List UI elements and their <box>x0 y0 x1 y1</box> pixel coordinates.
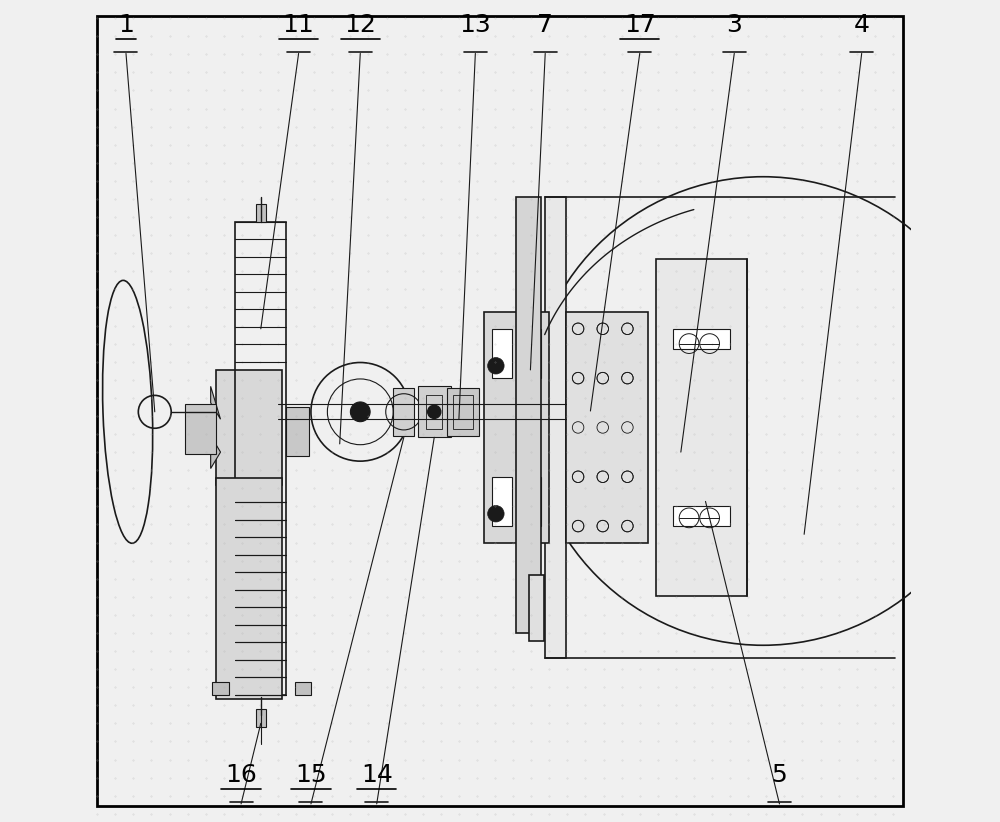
Bar <box>484 312 549 543</box>
Circle shape <box>428 405 441 418</box>
Bar <box>286 407 309 456</box>
Bar <box>545 197 566 658</box>
Text: 14: 14 <box>361 764 393 787</box>
Text: 12: 12 <box>344 13 376 37</box>
Text: 1: 1 <box>118 13 134 37</box>
Bar <box>521 329 541 378</box>
Circle shape <box>516 358 533 374</box>
Bar <box>521 477 541 526</box>
Polygon shape <box>211 436 221 469</box>
Bar <box>673 329 730 349</box>
Bar <box>492 477 512 526</box>
Text: 3: 3 <box>726 13 742 37</box>
Bar <box>256 709 266 727</box>
Bar <box>212 682 229 695</box>
Text: 4: 4 <box>854 13 870 37</box>
Polygon shape <box>211 386 221 419</box>
Circle shape <box>488 358 504 374</box>
Text: 11: 11 <box>283 13 314 37</box>
Text: 13: 13 <box>459 13 491 37</box>
Bar <box>426 395 442 429</box>
Bar <box>566 312 648 543</box>
Circle shape <box>516 506 533 522</box>
Bar <box>256 204 266 222</box>
Bar <box>418 386 451 437</box>
Bar <box>185 404 216 454</box>
Bar <box>529 575 544 641</box>
Bar <box>492 329 512 378</box>
Bar <box>235 222 286 695</box>
Text: 15: 15 <box>295 764 327 787</box>
Bar <box>216 478 282 699</box>
Text: 5: 5 <box>772 764 787 787</box>
Bar <box>453 395 473 429</box>
Text: 16: 16 <box>225 764 257 787</box>
Bar <box>673 506 730 526</box>
Circle shape <box>350 402 370 422</box>
Bar <box>447 388 479 436</box>
Text: 7: 7 <box>537 13 553 37</box>
Circle shape <box>488 506 504 522</box>
Text: 17: 17 <box>624 13 656 37</box>
Bar <box>216 370 282 485</box>
Bar <box>294 682 311 695</box>
Bar <box>516 197 541 633</box>
Bar <box>656 259 747 596</box>
Bar <box>393 388 414 436</box>
